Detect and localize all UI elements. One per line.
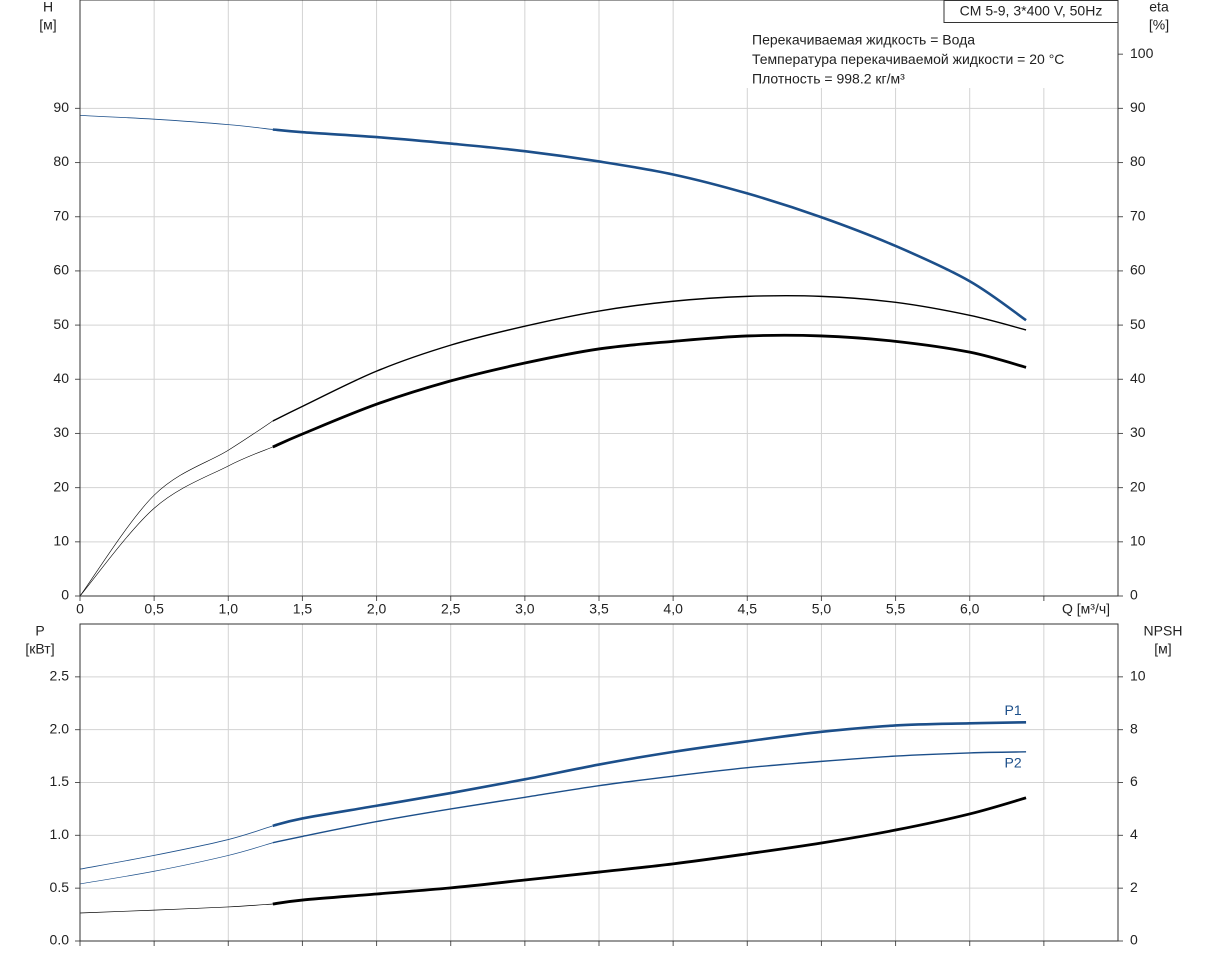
y-axis-unit: [м] [39,17,56,33]
x-tick-label: 3,5 [589,601,609,617]
y2-tick-label: 50 [1130,316,1146,332]
y-tick-label: 20 [53,478,69,494]
y-tick-label: 40 [53,370,69,386]
y2-tick-label: 10 [1130,533,1146,549]
curve [272,333,1027,449]
y2-axis-label: NPSH [1144,623,1183,639]
curve [79,420,273,597]
y-tick-label: 30 [53,424,69,440]
y2-tick-label: 60 [1130,262,1146,278]
y-tick-label: 2.0 [50,720,70,736]
x-axis-label: Q [м³/ч] [1062,601,1110,617]
y2-tick-label: 8 [1130,720,1138,736]
y2-tick-label: 80 [1130,153,1146,169]
annotation: Температура перекачиваемой жидкости = 20… [752,51,1064,67]
x-tick-label: 4,0 [663,601,683,617]
y-axis-label: P [35,623,44,639]
y2-tick-label: 6 [1130,773,1138,789]
x-tick-label: 5,0 [812,601,832,617]
curve [79,115,273,130]
y-tick-label: 70 [53,207,69,223]
y-tick-label: 0.0 [50,932,70,948]
annotation: Плотность = 998.2 кг/м³ [752,71,905,87]
y2-tick-label: 100 [1130,45,1154,61]
y2-tick-label: 2 [1130,879,1138,895]
curve [272,128,1027,322]
y2-axis-unit: [м] [1154,641,1171,657]
x-tick-label: 0,5 [144,601,164,617]
y2-tick-label: 10 [1130,668,1146,684]
curve [79,446,273,597]
y2-tick-label: 20 [1130,478,1146,494]
curve [272,796,1027,906]
annotation-bg [746,28,1116,88]
y-tick-label: 50 [53,316,69,332]
y-tick-label: 80 [53,153,69,169]
y-tick-label: 90 [53,99,69,115]
plot-frame [79,623,1119,942]
y2-axis-label: eta [1149,0,1169,15]
x-tick-label: 1,0 [219,601,239,617]
y-axis-label: H [43,0,53,15]
series-label: P1 [1005,702,1022,718]
y2-tick-label: 0 [1130,932,1138,948]
curve [79,825,273,870]
x-tick-label: 0 [76,601,84,617]
y-axis-unit: [кВт] [25,641,54,657]
series-label: P2 [1005,755,1022,771]
y-tick-label: 1.0 [50,826,70,842]
curve [272,751,1027,844]
curve [79,903,273,914]
y2-tick-label: 70 [1130,207,1146,223]
x-tick-label: 6,0 [960,601,980,617]
y-tick-label: 60 [53,262,69,278]
y2-tick-label: 30 [1130,424,1146,440]
y2-tick-label: 90 [1130,99,1146,115]
x-tick-label: 3,0 [515,601,535,617]
y-tick-label: 10 [53,533,69,549]
xlabel-bg [1056,601,1116,619]
x-tick-label: 5,5 [886,601,906,617]
x-tick-label: 4,5 [738,601,758,617]
annotation: Перекачиваемая жидкость = Вода [752,32,975,48]
y-tick-label: 0 [61,587,69,603]
curve [272,294,1027,422]
x-tick-label: 2,5 [441,601,461,617]
x-tick-label: 2,0 [367,601,387,617]
y2-tick-label: 4 [1130,826,1138,842]
y-tick-label: 0.5 [50,879,70,895]
y2-axis-unit: [%] [1149,17,1169,33]
y-tick-label: 1.5 [50,773,70,789]
curve [272,720,1027,828]
title-box [943,0,1119,23]
x-tick-label: 1,5 [293,601,313,617]
plot-frame [79,0,1119,597]
y2-tick-label: 40 [1130,370,1146,386]
y-tick-label: 2.5 [50,668,70,684]
y2-tick-label: 0 [1130,587,1138,603]
chart-title: CM 5-9, 3*400 V, 50Hz [960,3,1103,19]
curve [79,842,273,885]
